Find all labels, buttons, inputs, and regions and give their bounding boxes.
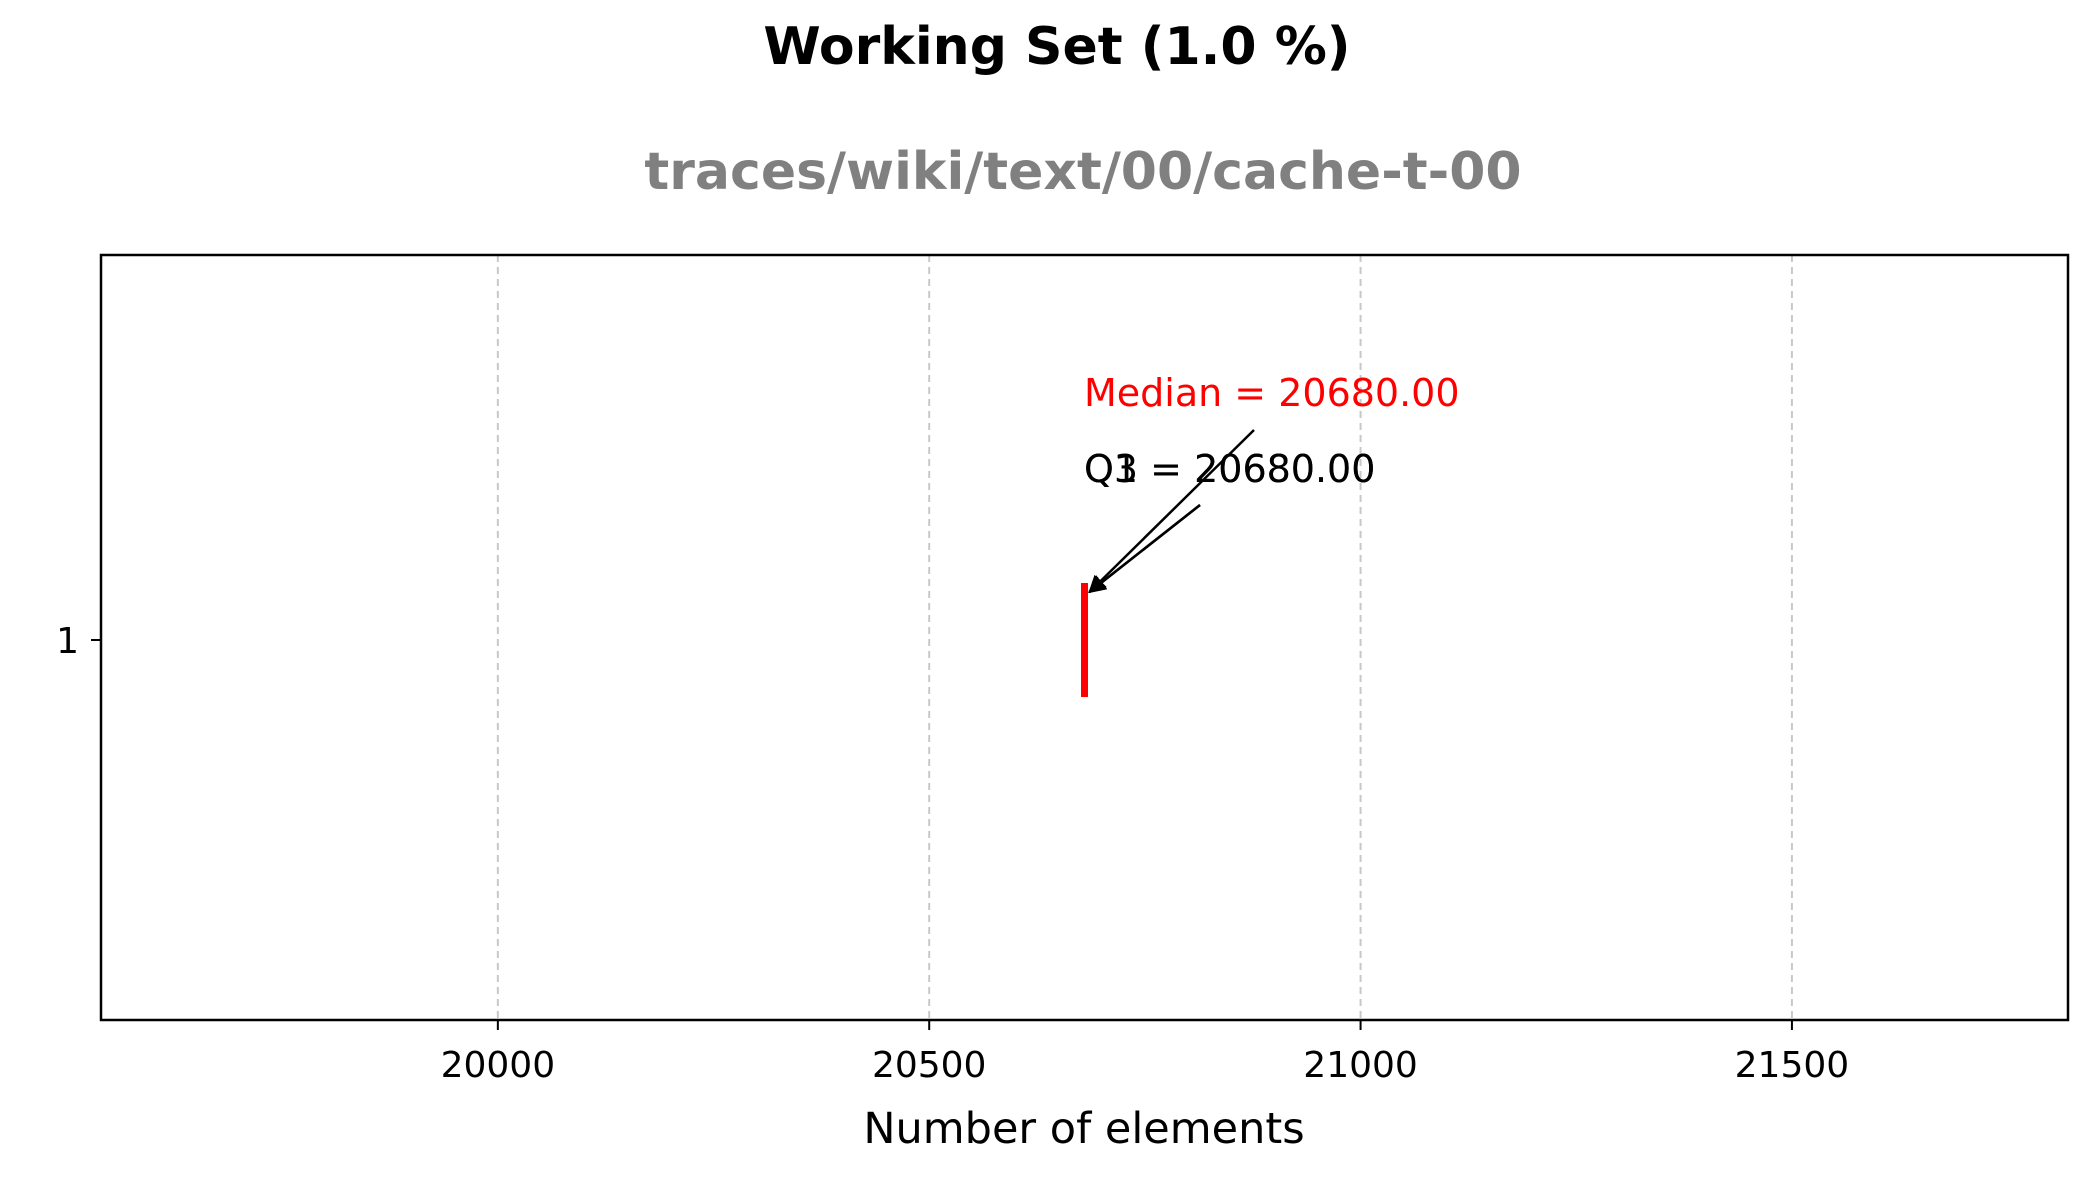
plot-area-frame [99,253,2070,1022]
x-tick-label-21000: 21000 [1303,1045,1418,1086]
x-tick-label-20000: 20000 [441,1045,556,1086]
annotation-label-0: Median = 20680.00 [1084,371,1460,415]
annotation-arrow-2 [1088,504,1201,594]
x-axis-label: Number of elements [863,1104,1304,1154]
x-tick-label-21500: 21500 [1735,1045,1850,1086]
x-axis-ticks: 20000 20500 21000 21500 [441,1020,1850,1086]
chart-subtitle: traces/wiki/text/00/cache-t-00 [644,142,1521,202]
y-axis-ticks: 1 [56,621,101,662]
x-gridlines [496,255,1793,1020]
annotation-arrow-0 [1088,429,1255,594]
chart-title: Working Set (1.0 %) [763,17,1350,77]
x-tick-label-20500: 20500 [872,1045,987,1086]
annotation-label-2: Q3 = 20680.00 [1084,447,1375,491]
y-tick-label-1: 1 [56,621,79,662]
annotation-label-1: Q1 = 20680.00 [1084,447,1375,491]
